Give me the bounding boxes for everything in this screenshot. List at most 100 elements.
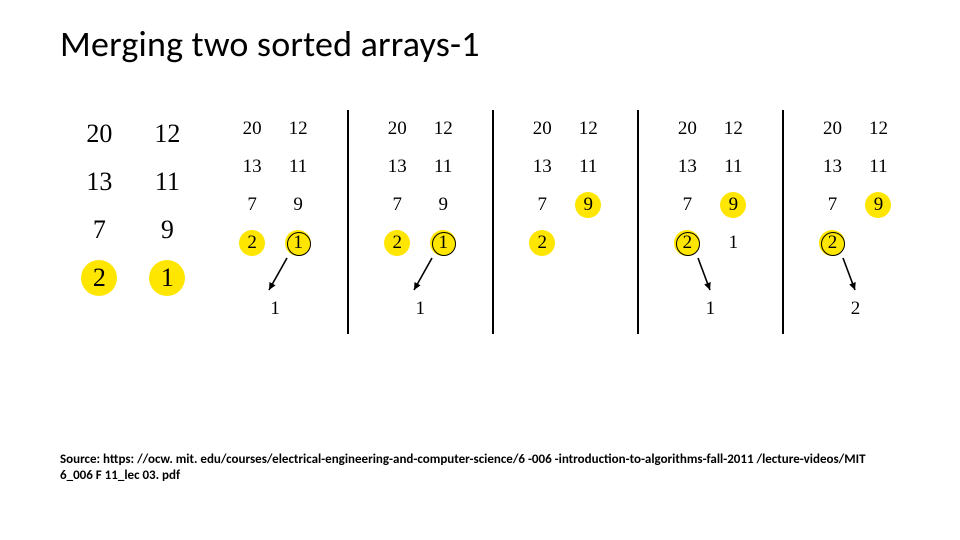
page-title: Merging two sorted arrays-1 <box>60 22 480 66</box>
cell-value: 2 <box>683 232 693 253</box>
cell-value: 2 <box>392 232 402 253</box>
left-array-column: 20 13 7 2 <box>237 110 267 262</box>
cell-value: 1 <box>438 232 448 253</box>
array-cell: 20 <box>527 110 557 148</box>
cell-value: 13 <box>678 156 697 177</box>
cell-value: 7 <box>828 194 838 215</box>
array-cell: 7 <box>77 206 121 254</box>
merge-step-panel: 20 13 7 2 12 11 9 11 <box>646 110 775 320</box>
array-cell: 11 <box>718 148 748 186</box>
right-array-column: 121191 <box>145 110 189 302</box>
right-array-column: 12 11 9 <box>573 110 603 262</box>
cell-value: 11 <box>155 167 180 196</box>
array-cell: 11 <box>428 148 458 186</box>
array-cell: 20 <box>672 110 702 148</box>
cell-value: 20 <box>388 118 407 139</box>
array-cell: 20 <box>817 110 847 148</box>
cell-value: 9 <box>438 194 448 215</box>
merge-step-panel: 2013721211911 <box>211 110 340 320</box>
cell-value: 20 <box>678 118 697 139</box>
left-array-column: 20 13 7 2 <box>672 110 702 262</box>
array-cell: 2 <box>527 224 557 262</box>
cell-value: 12 <box>579 118 598 139</box>
right-array-column: 12 11 9 1 <box>718 110 748 262</box>
array-cell: 12 <box>573 110 603 148</box>
cell-value: 20 <box>86 119 112 148</box>
panel-separator <box>347 110 349 334</box>
cell-value: 2 <box>538 232 548 253</box>
cell-value: 13 <box>86 167 112 196</box>
right-array-column: 12 11 9 1 <box>428 110 458 262</box>
cell-value: 11 <box>434 156 452 177</box>
cell-value: 12 <box>289 118 308 139</box>
cell-value: 7 <box>392 194 402 215</box>
right-array-column: 12 11 9 <box>863 110 893 262</box>
cell-value: 1 <box>161 263 174 292</box>
cell-value: 2 <box>247 232 257 253</box>
array-cell: 7 <box>382 186 412 224</box>
cell-value: 1 <box>729 232 739 253</box>
cell-value: 9 <box>874 194 884 215</box>
array-cell: 13 <box>672 148 702 186</box>
array-cell: 11 <box>863 148 893 186</box>
cell-value: 20 <box>243 118 262 139</box>
array-cell: 13 <box>237 148 267 186</box>
arrow-icon <box>825 256 885 302</box>
array-cell: 12 <box>863 110 893 148</box>
array-cell: 13 <box>77 158 121 206</box>
cell-value: 11 <box>289 156 307 177</box>
left-array-column: 20 13 7 2 <box>382 110 412 262</box>
cell-value: 7 <box>683 194 693 215</box>
cell-value: 13 <box>533 156 552 177</box>
array-cell: 7 <box>527 186 557 224</box>
array-cell: 2 <box>77 254 121 302</box>
arrow-icon <box>245 256 305 302</box>
cell-value: 1 <box>293 232 303 253</box>
array-cell: 7 <box>237 186 267 224</box>
cell-value: 9 <box>293 194 303 215</box>
cell-value: 12 <box>869 118 888 139</box>
array-cell: 9 <box>718 186 748 224</box>
array-cell: 1 <box>145 254 189 302</box>
array-cell: 13 <box>817 148 847 186</box>
array-cell <box>573 224 603 262</box>
cell-value: 9 <box>729 194 739 215</box>
cell-value: 7 <box>247 194 257 215</box>
left-array-column: 20 13 7 2 <box>527 110 557 262</box>
cell-value: 7 <box>93 215 106 244</box>
array-cell: 11 <box>283 148 313 186</box>
cell-value: 7 <box>538 194 548 215</box>
merge-diagram: 2013721211912013721211911201372121191120… <box>60 110 920 334</box>
cell-value: 12 <box>154 119 180 148</box>
array-cell: 9 <box>283 186 313 224</box>
array-cell: 7 <box>817 186 847 224</box>
array-cell: 20 <box>382 110 412 148</box>
cell-value: 12 <box>434 118 453 139</box>
merge-step-panel: 20 13 7 2 12 11 9 <box>501 110 630 262</box>
cell-value: 13 <box>388 156 407 177</box>
cell-value: 13 <box>243 156 262 177</box>
left-array-column: 20 13 7 2 <box>77 110 121 302</box>
panel-separator <box>492 110 494 334</box>
cell-value: 20 <box>823 118 842 139</box>
array-cell: 12 <box>283 110 313 148</box>
merge-step-panel: 201372121191 <box>60 110 207 302</box>
merge-step-panel: 20 13 7 2 12 11 9 11 <box>356 110 485 320</box>
cell-value: 13 <box>823 156 842 177</box>
cell-value: 9 <box>584 194 594 215</box>
cell-value: 20 <box>533 118 552 139</box>
left-array-column: 20 13 7 2 <box>817 110 847 262</box>
array-cell: 20 <box>237 110 267 148</box>
array-cell: 7 <box>672 186 702 224</box>
cell-value: 11 <box>579 156 597 177</box>
array-cell: 9 <box>863 186 893 224</box>
array-cell: 9 <box>573 186 603 224</box>
array-cell: 11 <box>573 148 603 186</box>
array-cell: 12 <box>428 110 458 148</box>
array-cell: 12 <box>145 110 189 158</box>
merge-step-panel: 20 13 7 2 12 11 9 2 <box>791 110 920 320</box>
cell-value: 2 <box>828 232 838 253</box>
array-cell: 11 <box>145 158 189 206</box>
cell-value: 12 <box>724 118 743 139</box>
cell-value: 2 <box>93 263 106 292</box>
